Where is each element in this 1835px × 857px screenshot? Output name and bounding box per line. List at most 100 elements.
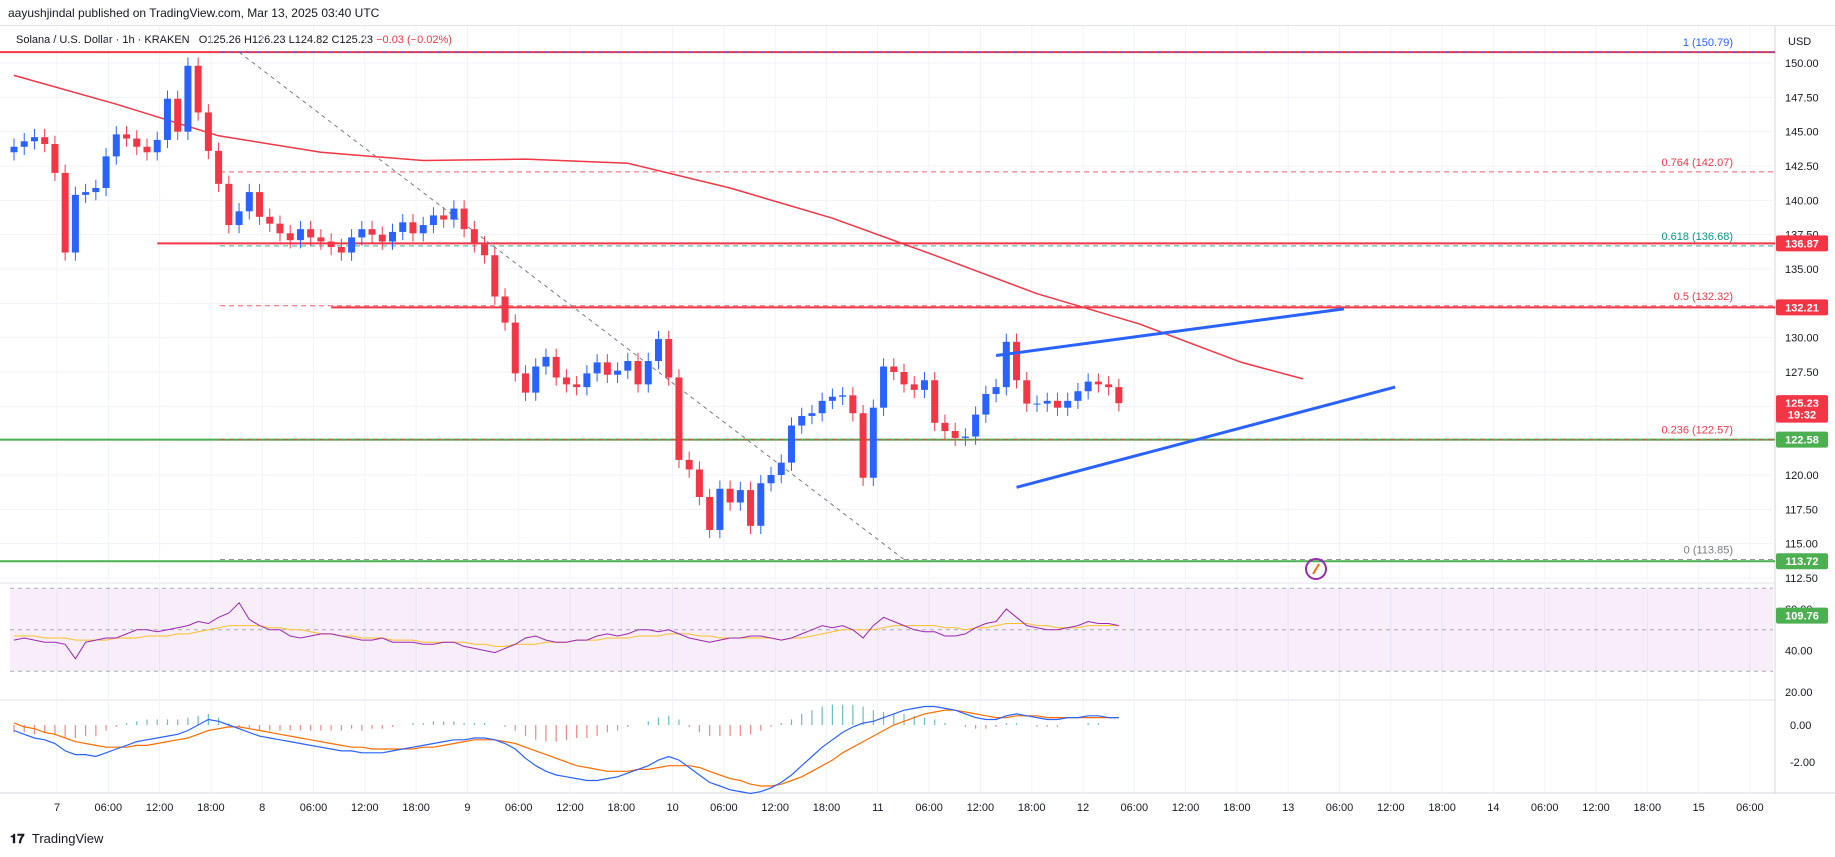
candle-body <box>30 137 38 142</box>
macd-axis-label: -2.00 <box>1790 757 1815 769</box>
candle-body <box>685 459 693 470</box>
macd-signal-line <box>13 709 1119 787</box>
candle-body <box>1094 381 1102 385</box>
candle-body <box>1043 400 1051 404</box>
fib-level-label: 0.236 (122.57) <box>1661 425 1733 437</box>
candle-body <box>706 496 714 530</box>
time-axis-label: 9 <box>464 802 470 814</box>
time-axis-label: 8 <box>259 802 265 814</box>
price-level-tag <box>1776 607 1828 624</box>
candle-body <box>71 194 79 253</box>
replay-icon-ring <box>1305 558 1327 580</box>
candle-body <box>41 137 49 145</box>
candle-body <box>1064 400 1072 408</box>
candle-body <box>286 233 294 241</box>
candle-body <box>389 231 397 242</box>
candle-body <box>941 422 949 432</box>
time-axis-label: 18:00 <box>608 802 636 814</box>
price-axis-label: 112.50 <box>1785 573 1818 585</box>
high-value: H126.23 <box>243 34 286 46</box>
price-level-tag <box>1776 406 1828 423</box>
fib-level-label: 0.764 (142.07) <box>1661 157 1733 169</box>
candle-body <box>368 229 376 235</box>
candle-body <box>337 247 345 253</box>
candle-body <box>828 396 836 401</box>
tradingview-logo-icon: 𝟏𝟕 <box>10 831 25 846</box>
candle-body <box>184 65 192 132</box>
time-axis-label: 06:00 <box>300 802 328 814</box>
candle-body <box>736 490 744 503</box>
candle-body <box>675 377 683 460</box>
candle-body <box>174 98 182 132</box>
symbol-legend: Solana / U.S. Dollar · 1h · KRAKEN O125.… <box>16 34 452 46</box>
candle-body <box>665 339 673 378</box>
candle-body <box>849 395 857 414</box>
candle-body <box>1002 341 1010 388</box>
time-axis-label: 12:00 <box>967 802 995 814</box>
candle-body <box>215 150 223 184</box>
candle-body <box>256 192 264 217</box>
rsi-axis-label: 40.00 <box>1785 646 1813 658</box>
candle-body <box>102 156 110 188</box>
price-axis-label: 140.00 <box>1785 195 1819 207</box>
candle-body <box>133 138 141 147</box>
time-axis-label: 12:00 <box>1377 802 1405 814</box>
price-level-tag <box>1776 235 1828 252</box>
time-axis-label: 06:00 <box>1121 802 1149 814</box>
candle-body <box>225 183 233 226</box>
candle-body <box>112 134 120 157</box>
ohlc-values: O125.26 H126.23 L124.82 C125.23 −0.03 (−… <box>199 34 452 46</box>
candle-body <box>61 172 69 253</box>
price-axis-label: 127.50 <box>1785 367 1819 379</box>
candle-body <box>982 393 990 415</box>
candle-body <box>491 255 499 297</box>
candle-body <box>573 384 581 388</box>
time-axis-label: 12:00 <box>761 802 789 814</box>
candle-body <box>614 370 622 375</box>
time-axis-label: 18:00 <box>1223 802 1251 814</box>
candle-body <box>296 229 304 241</box>
replay-icon <box>1305 558 1327 580</box>
candle-body <box>429 215 437 226</box>
candle-body <box>654 339 662 362</box>
low-value: L124.82 <box>288 34 329 46</box>
time-axis-label: 18:00 <box>197 802 225 814</box>
candle-body <box>583 373 591 388</box>
candle-body <box>839 395 847 397</box>
time-axis-label: 13 <box>1282 802 1294 814</box>
candle-body <box>777 462 785 475</box>
candle-body <box>348 237 356 253</box>
price-level-tag <box>1776 553 1828 570</box>
price-axis-label: 150.00 <box>1785 58 1819 70</box>
currency-button[interactable]: USD <box>1788 36 1812 48</box>
candle-body <box>624 361 632 371</box>
candle-body <box>920 380 928 390</box>
macd-line <box>13 705 1119 795</box>
price-axis-label: 135.00 <box>1785 264 1819 276</box>
candle-body <box>542 356 550 367</box>
candle-body <box>603 362 611 375</box>
time-axis-label: 06:00 <box>505 802 533 814</box>
candle-body <box>880 366 888 408</box>
fib-level-label: 1 (150.79) <box>1683 37 1733 49</box>
time-axis-label: 12:00 <box>1582 802 1610 814</box>
candle-body <box>634 361 642 385</box>
time-axis-label: 06:00 <box>915 802 943 814</box>
candle-body <box>450 208 458 220</box>
candle-body <box>859 413 867 478</box>
candle-body <box>1084 381 1092 392</box>
time-axis-label: 18:00 <box>1428 802 1456 814</box>
candle-body <box>460 208 468 230</box>
candle-body <box>266 216 274 224</box>
candle-body <box>767 475 775 484</box>
time-axis-label: 06:00 <box>1326 802 1354 814</box>
tradingview-brand: 𝟏𝟕 TradingView <box>10 831 103 847</box>
candle-body <box>276 223 284 234</box>
candle-body <box>818 400 826 414</box>
time-axis-label: 12:00 <box>1172 802 1200 814</box>
fib-trend-line <box>238 51 905 560</box>
time-axis-label: 18:00 <box>1634 802 1662 814</box>
candle-body <box>1013 341 1021 381</box>
candle-body <box>245 192 253 212</box>
